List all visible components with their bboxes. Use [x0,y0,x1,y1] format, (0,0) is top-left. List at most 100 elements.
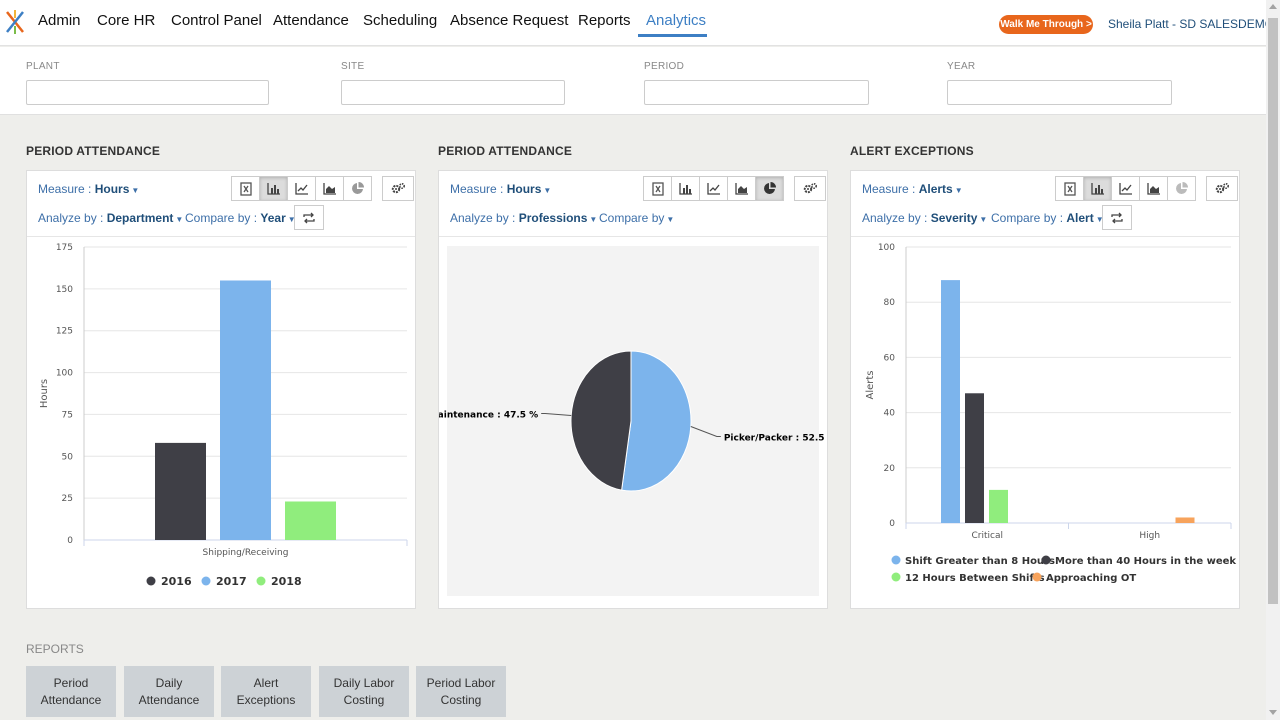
pie-chart-button[interactable] [343,176,372,201]
widget-title-period-attendance-2: PERIOD ATTENDANCE [438,144,573,158]
y-tick-label: 50 [62,452,74,462]
bar-chart-button[interactable] [671,176,700,201]
settings-button[interactable] [382,176,414,201]
legend-label-2018: 2018 [271,575,302,588]
site-input[interactable] [341,80,565,105]
bar-2016-shipping-receiving [155,442,206,540]
walk-me-through-button[interactable]: Walk Me Through > [999,15,1093,34]
measure-dropdown[interactable]: Measure : Hours ▼ [450,182,551,196]
area-chart-button[interactable] [315,176,344,201]
compare-by-dropdown[interactable]: Compare by : Alert ▼ [991,211,1104,225]
bar-chart-icon [678,182,692,195]
bar-more-than-40-hours-in-the-week-critical [965,393,984,523]
line-chart-button[interactable] [1111,176,1140,201]
x-tick-label: Shipping/Receiving [203,548,289,558]
nav-reports[interactable]: Reports [578,12,631,29]
y-tick-label: 0 [67,536,73,546]
nav-analytics[interactable]: Analytics [646,12,707,29]
y-tick-label: 20 [884,464,896,474]
measure-value: Alerts [918,182,953,196]
filter-panel: PLANT SITE PERIOD YEAR [0,47,1266,115]
analyze-by-dropdown[interactable]: Analyze by : Severity ▼ [862,211,987,225]
swap-axes-button[interactable] [294,205,324,230]
nav-absence-request[interactable]: Absence Request [450,12,569,29]
export-excel-button[interactable] [231,176,260,201]
report-daily-labor-costing-button[interactable]: Daily Labor Costing [319,666,409,717]
nav-attendance[interactable]: Attendance [273,12,349,29]
widget-controls: Measure : Hours ▼ Analyze by : Department… [27,171,415,237]
swap-axes-button[interactable] [1102,205,1132,230]
site-label: SITE [341,61,365,72]
measure-dropdown[interactable]: Measure : Alerts ▼ [862,182,963,196]
report-period-labor-costing-button[interactable]: Period Labor Costing [416,666,506,717]
excel-icon [1063,181,1076,196]
chart-type-toolbar [643,176,784,201]
report-period-attendance-button[interactable]: Period Attendance [26,666,116,717]
y-tick-label: 125 [56,327,73,337]
area-chart-button[interactable] [1139,176,1168,201]
scroll-up-icon[interactable] [1269,4,1277,9]
bar-2017-shipping-receiving [220,280,271,540]
nav-control-panel[interactable]: Control Panel [171,12,262,29]
pie-chart-icon [352,182,364,194]
line-chart-icon [294,182,308,195]
app-logo-icon[interactable] [4,9,26,35]
settings-button[interactable] [794,176,826,201]
line-chart-button[interactable] [699,176,728,201]
chevron-down-icon: ▼ [954,186,963,195]
y-tick-label: 75 [62,410,73,420]
compare-label: Compare by [599,211,665,225]
bar-chart-button[interactable] [259,176,288,201]
reports-section-label: REPORTS [26,642,84,656]
x-tick-label: Critical [972,531,1003,541]
compare-by-dropdown[interactable]: Compare by : Year ▼ [185,211,296,225]
period-input[interactable] [644,80,869,105]
bar-12-hours-between-shifts-critical [989,489,1008,523]
chevron-down-icon: ▼ [589,215,598,224]
analyze-value: Professions [518,211,588,225]
widget-card-alert-exceptions: Measure : Alerts ▼ Analyze by : Severity ▼… [850,170,1240,609]
nav-admin[interactable]: Admin [38,12,81,29]
year-input[interactable] [947,80,1172,105]
scrollbar-thumb[interactable] [1268,18,1278,604]
legend-marker-12-hours-between-shifts [891,572,901,582]
measure-label: Measure : [38,182,92,196]
analyze-value: Department [106,211,174,225]
vertical-scrollbar[interactable] [1266,0,1280,720]
bar-chart-button[interactable] [1083,176,1112,201]
user-menu[interactable]: Sheila Platt - SD SALESDEMO▼ [1108,17,1280,31]
area-chart-button[interactable] [727,176,756,201]
widget-controls: Measure : Hours ▼ Analyze by : Profession… [439,171,827,237]
line-chart-button[interactable] [287,176,316,201]
nav-core-hr[interactable]: Core HR [97,12,156,29]
analyze-by-dropdown[interactable]: Analyze by : Professions ▼ [450,211,597,225]
scroll-down-icon[interactable] [1269,710,1277,715]
measure-value: Hours [94,182,130,196]
nav-scheduling[interactable]: Scheduling [363,12,438,29]
report-alert-exceptions-button[interactable]: Alert Exceptions [221,666,311,717]
bar-2018-shipping-receiving [285,501,336,540]
legend-label-approaching-ot: Approaching OT [1046,573,1136,584]
export-excel-button[interactable] [1055,176,1084,201]
pie-data-label: Maintenance : 47.5 % [439,411,538,421]
professions-pie-chart: Picker/Packer : 52.5 % Maintenance : 47.5… [439,246,827,596]
pie-chart-button[interactable] [755,176,784,201]
analyze-by-dropdown[interactable]: Analyze by : Department ▼ [38,211,183,225]
measure-label: Measure : [862,182,916,196]
y-tick-label: 60 [884,353,896,363]
legend-marker-2016 [146,576,156,586]
plant-input[interactable] [26,80,269,105]
compare-by-dropdown[interactable]: Compare by ▼ [599,211,674,225]
settings-button[interactable] [1206,176,1238,201]
bar-chart-icon [1090,182,1104,195]
y-axis-title: Alerts [865,370,876,399]
pie-connector [541,413,572,417]
plant-label: PLANT [26,61,60,72]
pie-chart-button[interactable] [1167,176,1196,201]
export-excel-button[interactable] [643,176,672,201]
legend-label-2016: 2016 [161,575,192,588]
gears-icon [391,182,405,194]
report-daily-attendance-button[interactable]: Daily Attendance [124,666,214,717]
chevron-down-icon: ▼ [543,186,552,195]
measure-dropdown[interactable]: Measure : Hours ▼ [38,182,139,196]
